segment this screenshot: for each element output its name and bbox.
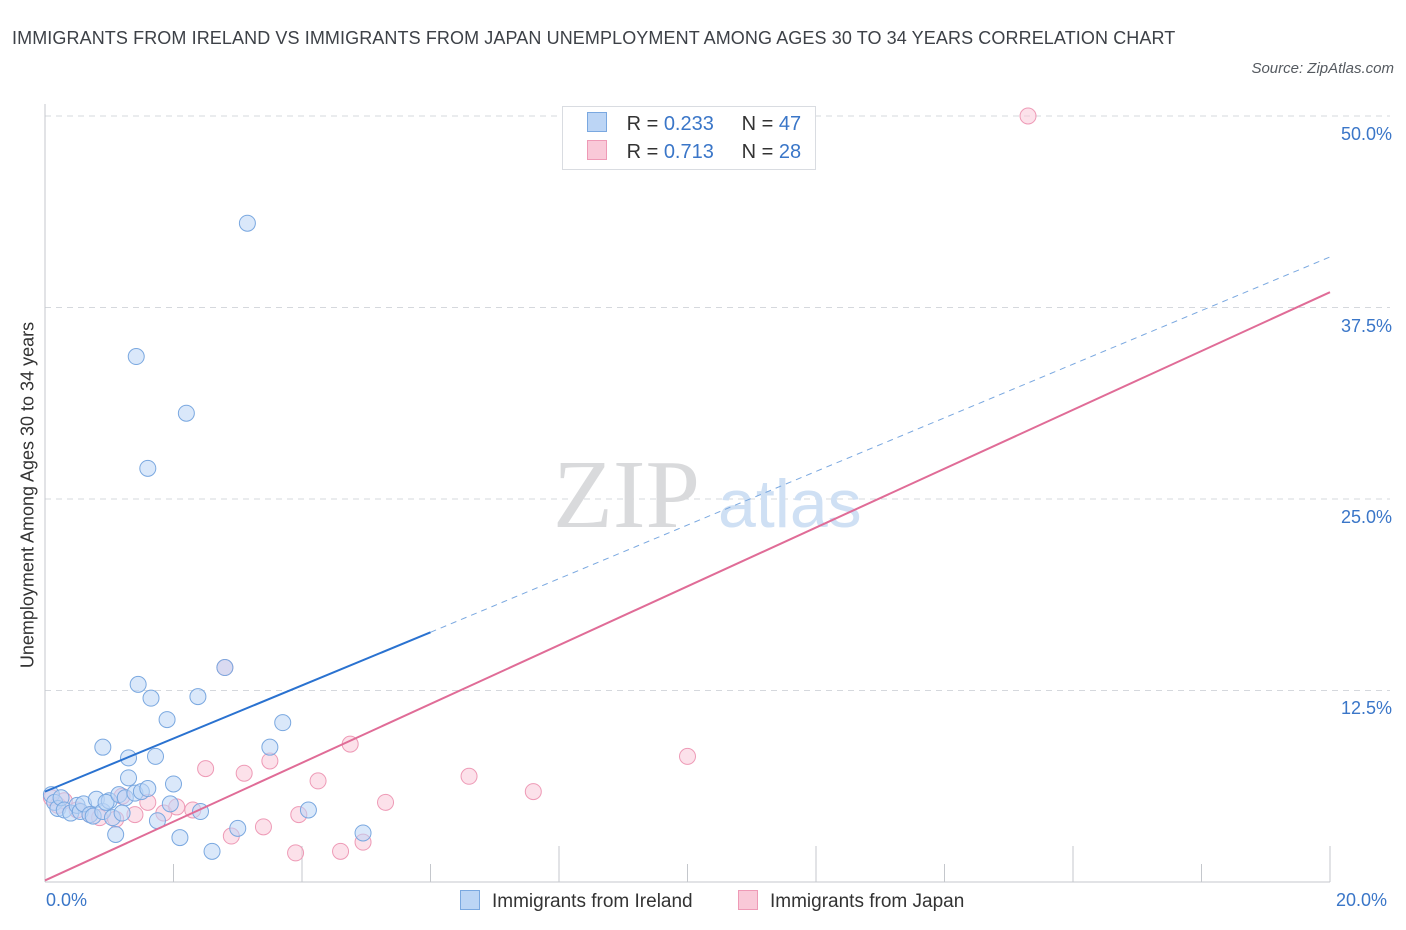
legend-r-japan: 0.713	[663, 141, 714, 163]
x-tick-0: 0.0%	[46, 890, 88, 910]
y-tick-25: 25.0%	[1340, 507, 1392, 527]
point-ireland	[238, 214, 256, 232]
point-ireland	[161, 795, 179, 813]
trend-lines	[44, 256, 1331, 882]
series-japan-points	[42, 107, 1037, 862]
y-tick-37-5: 37.5%	[1340, 316, 1392, 336]
legend-n-ireland: 47	[778, 113, 802, 135]
bottom-legend-label-ireland: Immigrants from Ireland	[492, 891, 693, 912]
point-ireland	[94, 738, 112, 756]
legend-n-label: N =	[741, 141, 774, 163]
point-japan	[254, 818, 272, 836]
point-ireland	[177, 404, 195, 422]
point-ireland	[158, 711, 176, 729]
bottom-legend-swatch-japan	[738, 890, 758, 910]
legend-n-label: N =	[741, 113, 774, 135]
bottom-legend-label-japan: Immigrants from Japan	[770, 891, 965, 912]
grid	[45, 115, 1390, 691]
point-ireland	[299, 801, 317, 819]
point-japan	[197, 760, 215, 778]
legend-swatch-japan	[587, 140, 607, 160]
x-tick-20: 20.0%	[1336, 890, 1388, 910]
point-ireland	[203, 842, 221, 860]
point-ireland	[354, 824, 372, 842]
chart-title: IMMIGRANTS FROM IRELAND VS IMMIGRANTS FR…	[12, 28, 1176, 48]
point-japan	[679, 747, 696, 765]
series-ireland-points	[42, 214, 372, 860]
legend-row-ireland: R = 0.233 N = 47	[587, 112, 801, 138]
point-ireland	[113, 804, 131, 822]
point-ireland	[127, 348, 145, 366]
point-japan	[287, 844, 305, 862]
point-japan	[377, 793, 395, 811]
point-ireland	[139, 780, 157, 798]
bottom-legend-swatch-ireland	[460, 890, 480, 910]
point-ireland	[274, 714, 292, 732]
legend-n-japan: 28	[778, 141, 802, 163]
point-japan	[460, 767, 478, 785]
point-japan	[1019, 107, 1037, 125]
trend-line-ireland	[44, 631, 431, 793]
axes	[44, 104, 1331, 883]
point-ireland	[189, 688, 207, 706]
point-ireland	[142, 689, 160, 707]
point-ireland	[107, 826, 125, 844]
correlation-legend: R = 0.233 N = 47 R = 0.713 N = 28	[562, 106, 816, 170]
point-ireland	[216, 659, 234, 677]
legend-swatch-ireland	[587, 112, 607, 132]
y-axis-label: Unemployment Among Ages 30 to 34 years	[17, 321, 38, 669]
point-japan	[235, 764, 253, 782]
watermark: ZIP atlas	[553, 441, 862, 549]
legend-row-japan: R = 0.713 N = 28	[587, 140, 801, 166]
bottom-legend-japan: Immigrants from Japan	[738, 890, 964, 913]
trend-extension-ireland	[430, 256, 1331, 633]
point-japan	[309, 772, 327, 790]
point-ireland	[229, 819, 247, 837]
point-ireland	[165, 775, 182, 793]
point-ireland	[261, 738, 279, 756]
watermark-zip: ZIP	[553, 441, 700, 549]
legend-r-ireland: 0.233	[663, 113, 714, 135]
watermark-atlas: atlas	[718, 466, 862, 542]
point-japan	[524, 783, 542, 801]
legend-r-label: R =	[626, 141, 659, 163]
point-ireland	[171, 829, 189, 847]
point-ireland	[129, 675, 147, 693]
legend-r-label: R =	[626, 113, 659, 135]
bottom-legend-ireland: Immigrants from Ireland	[460, 890, 693, 913]
y-tick-12-5: 12.5%	[1340, 698, 1392, 718]
point-japan	[332, 842, 350, 860]
source-label: Source: ZipAtlas.com	[1251, 60, 1394, 77]
y-tick-50: 50.0%	[1340, 124, 1392, 144]
point-ireland	[139, 459, 157, 477]
point-ireland	[120, 769, 138, 787]
point-ireland	[147, 747, 165, 765]
point-ireland	[97, 793, 115, 811]
trend-line-japan	[44, 291, 1331, 882]
